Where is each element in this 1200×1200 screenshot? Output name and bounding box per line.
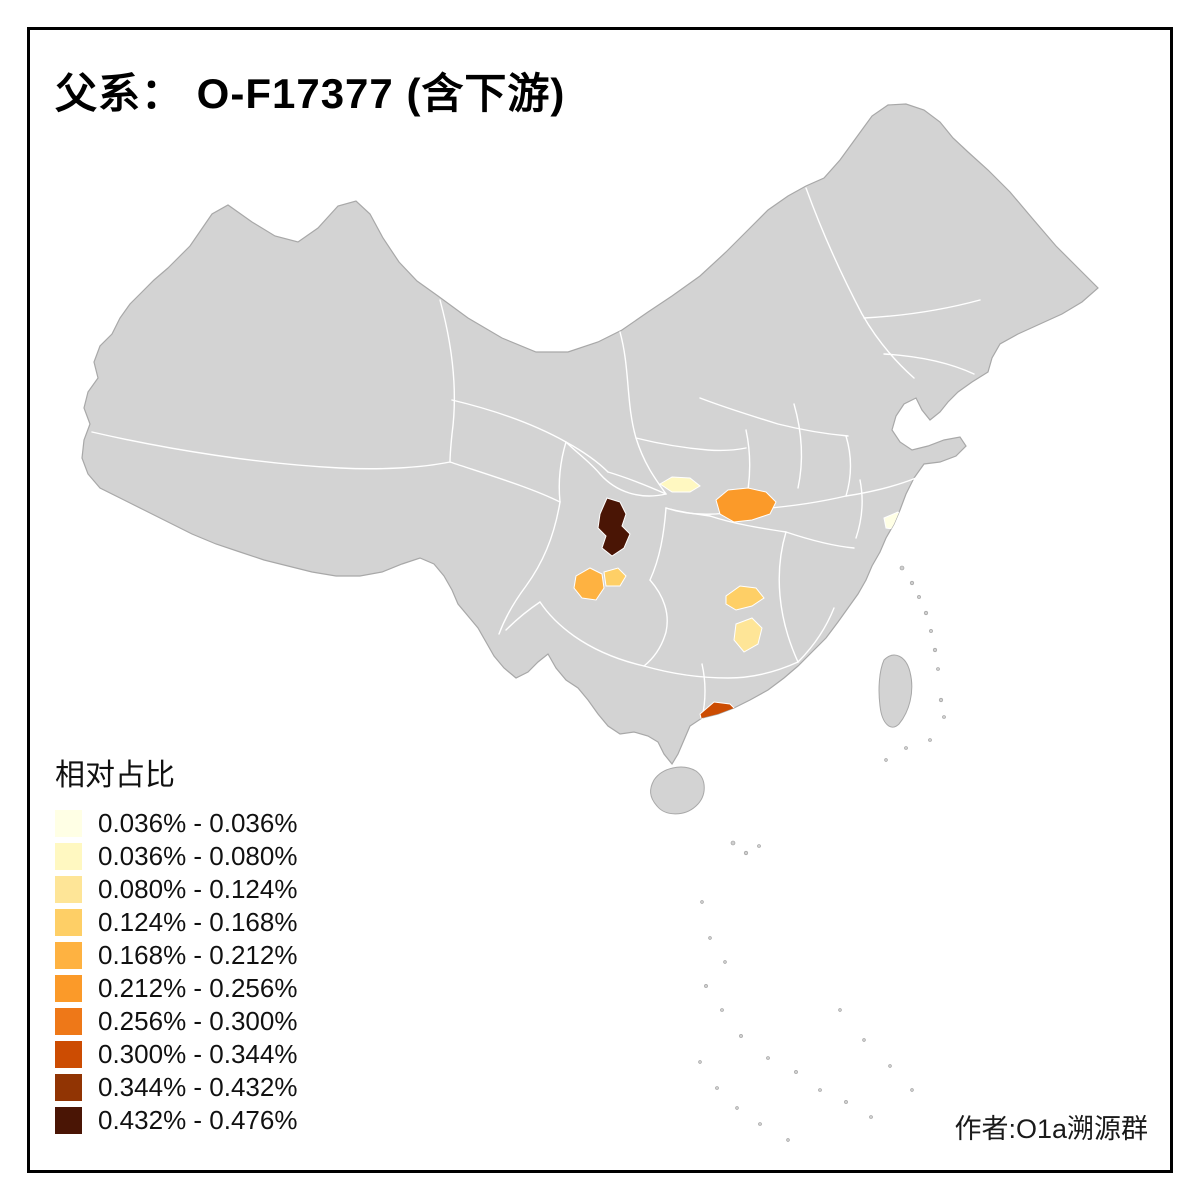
sea-islands xyxy=(698,565,946,1142)
legend-swatch xyxy=(55,843,82,870)
legend-swatch xyxy=(55,1107,82,1134)
taiwan-island xyxy=(878,654,913,728)
legend-item: 0.124% - 0.168% xyxy=(55,907,385,937)
legend-title: 相对占比 xyxy=(55,759,175,792)
legend-label: 0.168% - 0.212% xyxy=(98,940,298,970)
choropleth-region-sichuan-south xyxy=(573,567,605,601)
legend-swatch xyxy=(55,975,82,1002)
legend-item: 0.256% - 0.300% xyxy=(55,1006,385,1036)
legend-item: 0.344% - 0.432% xyxy=(55,1072,385,1102)
page-title: 父系： O-F17377 (含下游) xyxy=(55,70,566,117)
legend-item: 0.212% - 0.256% xyxy=(55,973,385,1003)
choropleth-region-shaanxi-south xyxy=(659,476,701,493)
legend-item: 0.432% - 0.476% xyxy=(55,1105,385,1135)
map-legend: 相对占比 0.036% - 0.036% 0.036% - 0.080% 0.0… xyxy=(55,750,385,1140)
legend-label: 0.036% - 0.036% xyxy=(98,808,298,838)
legend-swatch xyxy=(55,1041,82,1068)
legend-label: 0.212% - 0.256% xyxy=(98,973,298,1003)
choropleth-region-hunan-central xyxy=(733,617,763,653)
legend-item: 0.168% - 0.212% xyxy=(55,940,385,970)
legend-swatch xyxy=(55,909,82,936)
legend-label: 0.432% - 0.476% xyxy=(98,1105,298,1135)
legend-label: 0.124% - 0.168% xyxy=(98,907,298,937)
legend-swatch xyxy=(55,942,82,969)
legend-item: 0.080% - 0.124% xyxy=(55,874,385,904)
province-boundaries xyxy=(91,187,981,719)
choropleth-region-hunan-north xyxy=(725,585,765,611)
choropleth-region-sichuan-west xyxy=(597,497,631,557)
mainland-china-shape xyxy=(81,103,1099,766)
legend-item: 0.036% - 0.036% xyxy=(55,808,385,838)
legend-label: 0.256% - 0.300% xyxy=(98,1006,298,1036)
hainan-island xyxy=(650,766,705,815)
legend-label: 0.300% - 0.344% xyxy=(98,1039,298,1069)
legend-item: 0.036% - 0.080% xyxy=(55,841,385,871)
legend-item: 0.300% - 0.344% xyxy=(55,1039,385,1069)
legend-label: 0.344% - 0.432% xyxy=(98,1072,298,1102)
author-credit: 作者:O1a溯源群 xyxy=(954,1114,1148,1144)
choropleth-region-sichuan-southeast xyxy=(603,567,627,587)
legend-swatch xyxy=(55,876,82,903)
legend-swatch xyxy=(55,1074,82,1101)
choropleth-region-hubei-northwest xyxy=(715,487,777,523)
legend-label: 0.080% - 0.124% xyxy=(98,874,298,904)
legend-swatch xyxy=(55,1008,82,1035)
legend-label: 0.036% - 0.080% xyxy=(98,841,298,871)
legend-swatch xyxy=(55,810,82,837)
islands xyxy=(650,654,913,815)
